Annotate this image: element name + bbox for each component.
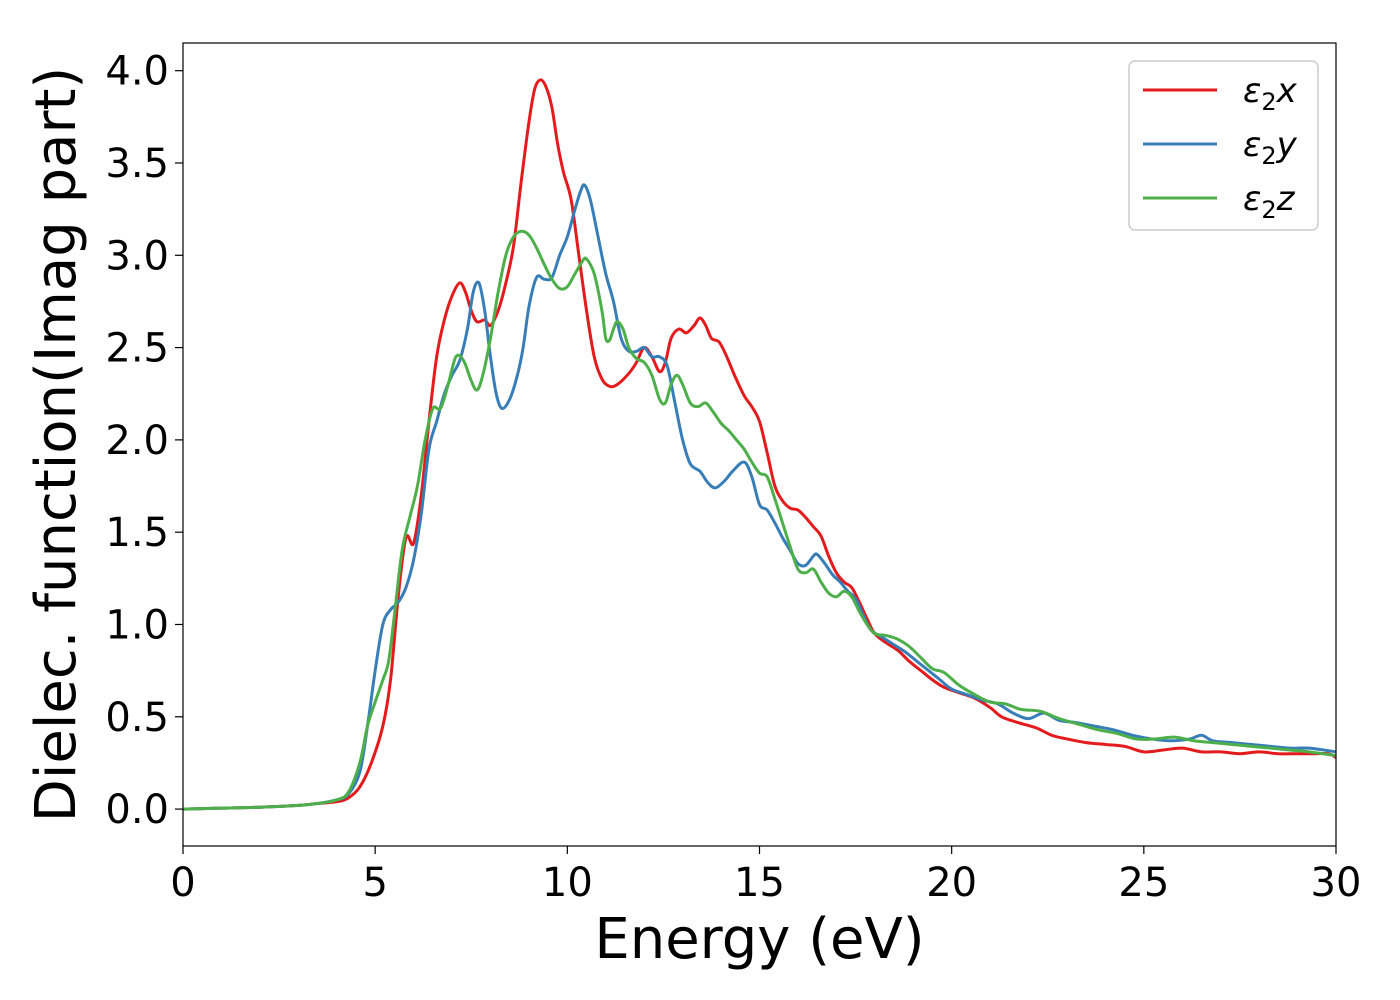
y-axis-title: Dielec. function(Imag part) (24, 67, 89, 823)
y-tick-label: 1.0 (105, 602, 169, 648)
legend-label-x: ε2x (1243, 71, 1298, 116)
x-tick-label: 15 (734, 860, 785, 906)
x-tick-label: 0 (170, 860, 195, 906)
series-layer (183, 78, 1336, 811)
y-tick-label: 4.0 (105, 49, 169, 95)
x-axis-title: Energy (eV) (594, 907, 924, 972)
y-axis-ticks: 0.0 0.5 1.0 1.5 2.0 2.5 3.0 3.5 4.0 (105, 49, 183, 833)
y-tick-label: 3.5 (105, 141, 169, 187)
legend: ε2x ε2y ε2z (1128, 60, 1319, 231)
series-line-z (183, 229, 1336, 811)
series-line-x (183, 78, 1336, 811)
x-tick-label: 20 (926, 860, 977, 906)
y-tick-label: 2.0 (105, 418, 169, 464)
y-tick-label: 0.5 (105, 695, 169, 741)
x-tick-label: 25 (1118, 860, 1169, 906)
x-tick-label: 30 (1311, 860, 1362, 906)
x-tick-label: 10 (542, 860, 593, 906)
legend-label-y: ε2y (1243, 125, 1298, 170)
y-tick-label: 0.0 (105, 787, 169, 833)
y-tick-label: 1.5 (105, 510, 169, 556)
x-tick-label: 5 (362, 860, 387, 906)
series-line-y (183, 183, 1336, 811)
x-axis-ticks: 0 5 10 15 20 25 30 (170, 846, 1361, 906)
y-tick-label: 3.0 (105, 233, 169, 279)
y-tick-label: 2.5 (105, 326, 169, 372)
legend-frame (1128, 60, 1319, 231)
legend-label-z: ε2z (1243, 179, 1296, 224)
